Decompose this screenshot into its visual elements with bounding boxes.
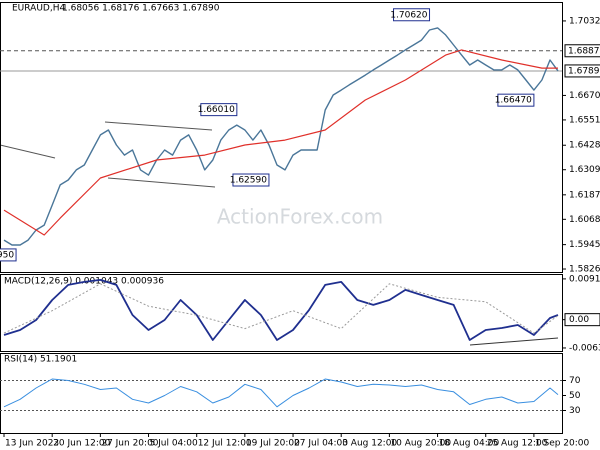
x-tick-label: 1 Sep 20:00 xyxy=(535,439,590,449)
y-tick-label: 1.66700 xyxy=(569,91,600,101)
y-tick-label: 70 xyxy=(569,376,581,386)
x-tick-label: 18 Aug 04:00 xyxy=(439,439,500,449)
watermark: ActionForex.com xyxy=(217,205,383,229)
y-tick-label: -0.006322 xyxy=(569,343,600,353)
annotation-box xyxy=(393,8,431,22)
x-tick-label: 27 Jun 20:00 xyxy=(101,439,158,449)
annotation-label: 1.62590 xyxy=(230,176,267,186)
channel-line xyxy=(107,177,216,188)
ohlc: 1.68056 1.68176 1.67663 1.67890 xyxy=(62,4,220,14)
panel-frame xyxy=(0,274,563,352)
level-box xyxy=(564,44,600,58)
x-tick-label: 10 Aug 20:00 xyxy=(390,439,451,449)
series-line xyxy=(3,283,559,334)
panel-frame xyxy=(0,353,563,434)
y-tick-label: 1.70320 xyxy=(569,16,600,26)
panel-frame xyxy=(0,2,563,273)
y-tick-label: 1.59450 xyxy=(569,240,600,250)
y-tick-label: 0.00 xyxy=(569,315,589,325)
series-line xyxy=(3,279,559,341)
annotation-label: 1.58950 xyxy=(0,250,14,260)
annotation-box xyxy=(232,173,270,187)
y-tick-label: 1.58265 xyxy=(569,265,600,275)
x-tick-label: 27 Jul 04:00 xyxy=(294,439,348,449)
y-tick-label: 30 xyxy=(569,406,581,416)
x-tick-label: 25 Aug 12:00 xyxy=(487,439,548,449)
trend-lines xyxy=(0,121,216,188)
series-line xyxy=(3,378,559,408)
series-line xyxy=(3,49,558,236)
y-tick-label: 0.009106 xyxy=(569,274,600,284)
channel-line xyxy=(104,121,213,131)
level-label: 1.67890 xyxy=(568,66,600,76)
level-box xyxy=(564,64,600,78)
annotation-label: 1.66470 xyxy=(495,96,532,106)
divergence-line xyxy=(469,337,559,346)
y-tick-label: 50 xyxy=(569,391,581,401)
annotation-label: 1.66010 xyxy=(198,105,235,115)
trend-line xyxy=(0,144,56,159)
y-tick-label: 1.60680 xyxy=(569,215,600,225)
annotation-box xyxy=(200,103,238,117)
y-tick-label: 1.65510 xyxy=(569,115,600,125)
x-tick-label: 13 Jun 2023 xyxy=(5,439,59,449)
y-tick-label: 1.61870 xyxy=(569,190,600,200)
annotation-box xyxy=(497,93,535,107)
y-tick-label: 1.64280 xyxy=(569,141,600,151)
level-label: 1.68870 xyxy=(568,46,600,56)
y-tick-box xyxy=(564,313,600,327)
series-line xyxy=(3,27,559,246)
x-tick-label: 19 Jul 20:00 xyxy=(246,439,300,449)
x-tick-label: 20 Jun 12:00 xyxy=(53,439,110,449)
rsi-title: RSI(14) 51.1901 xyxy=(4,355,77,365)
x-tick-label: 12 Jul 12:00 xyxy=(198,439,252,449)
x-tick-label: 3 Aug 12:00 xyxy=(342,439,397,449)
annotation-box xyxy=(0,248,17,262)
annotation-label: 1.70620 xyxy=(390,10,427,20)
symbol: EURAUD,H4 xyxy=(12,4,65,14)
x-tick-label: 5 Jul 04:00 xyxy=(150,439,199,449)
y-tick-label: 1.63090 xyxy=(569,165,600,175)
